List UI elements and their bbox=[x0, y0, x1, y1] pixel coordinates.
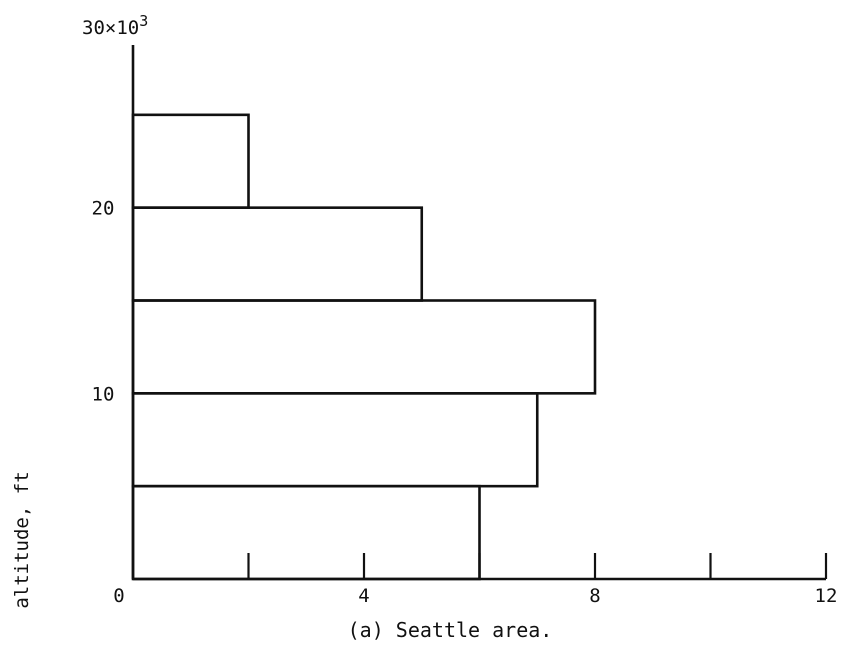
x-tick-label-0: 0 bbox=[113, 585, 124, 607]
bar-0-5000 bbox=[131, 484, 481, 581]
x-tick-label-4: 4 bbox=[358, 585, 369, 607]
y-axis-label: altitude, ft bbox=[11, 471, 33, 608]
x-tick-label-12: 12 bbox=[815, 585, 838, 607]
y-tick-label-10000: 10 bbox=[92, 383, 115, 405]
y-tick-label-20000: 20 bbox=[92, 198, 115, 220]
ticks-layer bbox=[247, 553, 828, 579]
labels-layer: altitude, ft (a) Seattle area. 0 4 8 12 10 20… bbox=[11, 12, 837, 642]
bar-5000-10000 bbox=[131, 392, 539, 488]
x-tick-label-8: 8 bbox=[589, 585, 600, 607]
chart-caption: (a) Seattle area. bbox=[348, 618, 553, 642]
bar-15000-20000 bbox=[131, 206, 424, 302]
bar-10000-15000 bbox=[131, 299, 597, 395]
y-tick-label-30000: 30×103 bbox=[82, 12, 148, 39]
bars-layer bbox=[131, 113, 597, 581]
bar-20000-25000 bbox=[131, 113, 250, 209]
y-tick-label-exponent: 3 bbox=[139, 12, 148, 30]
